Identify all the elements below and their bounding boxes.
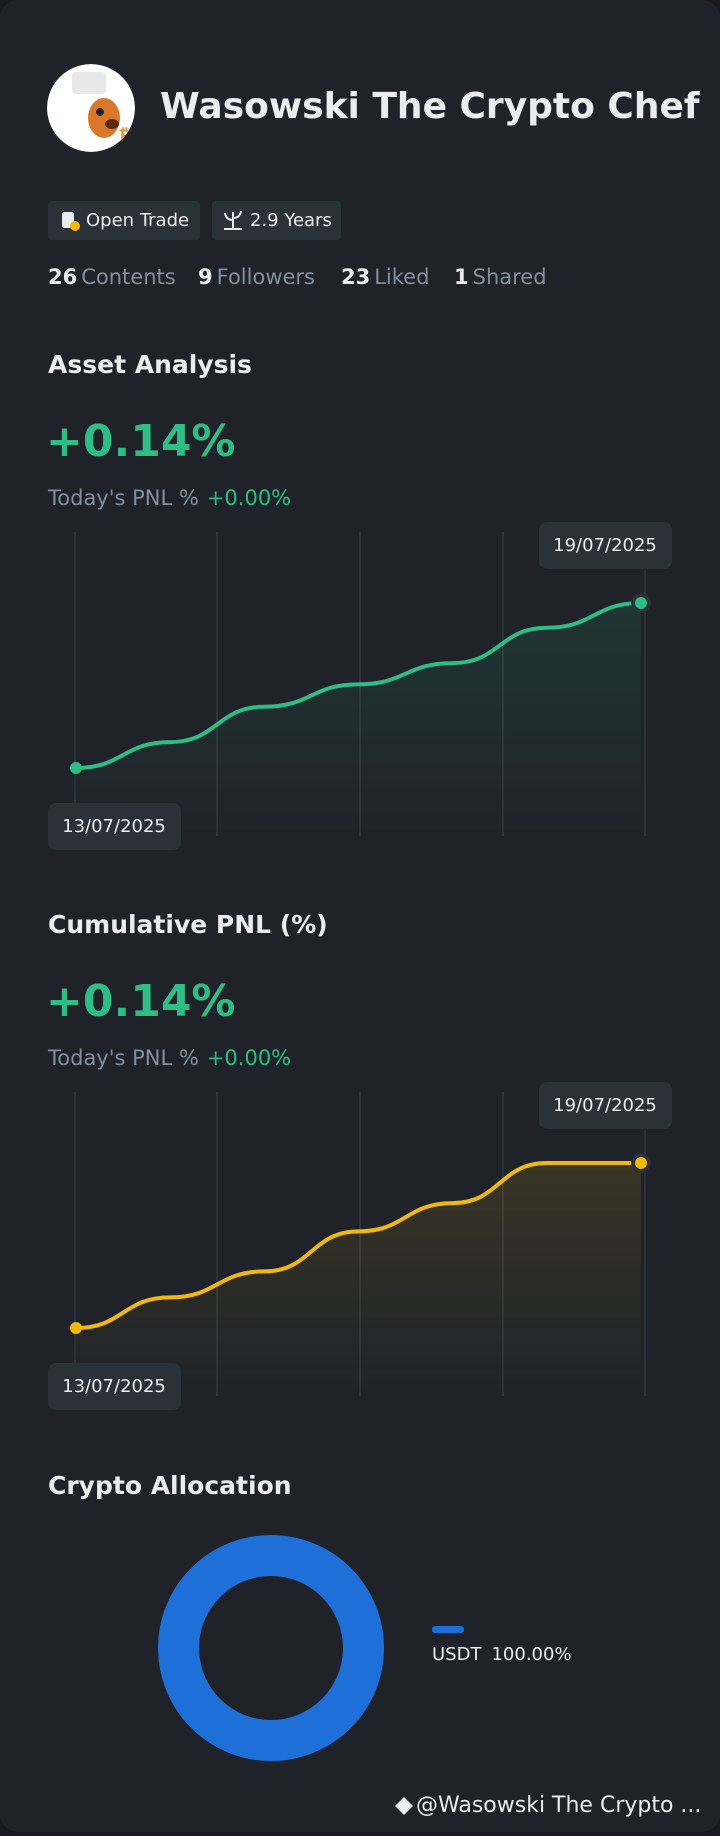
stat-count: 23 <box>341 265 370 289</box>
pie-slice <box>158 1535 384 1761</box>
badge-label: 2.9 Years <box>250 210 332 231</box>
point <box>635 597 647 609</box>
stat-label: Liked <box>374 265 429 289</box>
stat: 23 Liked <box>341 265 429 289</box>
section-title: Asset Analysis <box>48 350 252 379</box>
today-pnl-value: +0.00% <box>207 1046 291 1070</box>
headline-value: +0.14% <box>46 416 236 467</box>
area <box>76 1163 641 1396</box>
badge-icon <box>224 210 242 230</box>
stat-count: 26 <box>48 265 77 289</box>
stat-label: Followers <box>217 265 315 289</box>
date-label: 13/07/2025 <box>62 1376 166 1397</box>
legend-swatch <box>432 1626 464 1633</box>
date-tag <box>539 522 672 569</box>
footer-logo <box>395 1797 413 1815</box>
badge <box>48 201 200 240</box>
stat: 26 Contents <box>48 265 176 289</box>
today-pnl-value: +0.00% <box>207 486 291 510</box>
section-title: Crypto Allocation <box>48 1471 292 1500</box>
point <box>70 762 82 774</box>
headline-value: +0.14% <box>46 976 236 1027</box>
line <box>75 601 642 770</box>
today-pnl-label: Today's PNL % <box>47 1046 199 1070</box>
stat-label: Contents <box>81 265 175 289</box>
point <box>635 1157 647 1169</box>
badge-label: Open Trade <box>86 210 189 231</box>
date-label: 13/07/2025 <box>62 816 166 837</box>
line <box>75 1160 641 1330</box>
date-tag <box>48 1363 181 1410</box>
stat-label: Shared <box>473 265 547 289</box>
date-tag <box>539 1082 672 1129</box>
date-label: 19/07/2025 <box>553 1095 657 1116</box>
point <box>70 1322 82 1334</box>
profile-name: Wasowski The Crypto Chef <box>160 86 700 127</box>
today-pnl-label: Today's PNL % <box>47 486 199 510</box>
avatar: ₿ <box>47 64 135 152</box>
stats: 26 Contents 9 Followers 23 Liked 1 Shared <box>48 265 547 289</box>
stat-count: 1 <box>454 265 469 289</box>
legend-value: 100.00% <box>491 1644 571 1665</box>
badge <box>212 201 341 240</box>
date-label: 19/07/2025 <box>553 535 657 556</box>
stat: 1 Shared <box>454 265 547 289</box>
area <box>76 603 641 836</box>
section-title: Cumulative PNL (%) <box>48 910 328 939</box>
legend-entry: USDT 100.00% <box>432 1644 572 1665</box>
stat-count: 9 <box>198 265 213 289</box>
stat: 9 Followers <box>198 265 315 289</box>
today-pnl: Today's PNL % +0.00% <box>47 1046 291 1070</box>
footer-text: @Wasowski The Crypto ... <box>416 1793 701 1818</box>
today-pnl: Today's PNL % +0.00% <box>47 486 291 510</box>
date-tag <box>48 803 181 850</box>
charts: Asset Analysis +0.14% Today's PNL % +0.00% 1… <box>46 350 672 1761</box>
legend-label: USDT <box>432 1644 482 1665</box>
badge-icon <box>70 221 80 231</box>
